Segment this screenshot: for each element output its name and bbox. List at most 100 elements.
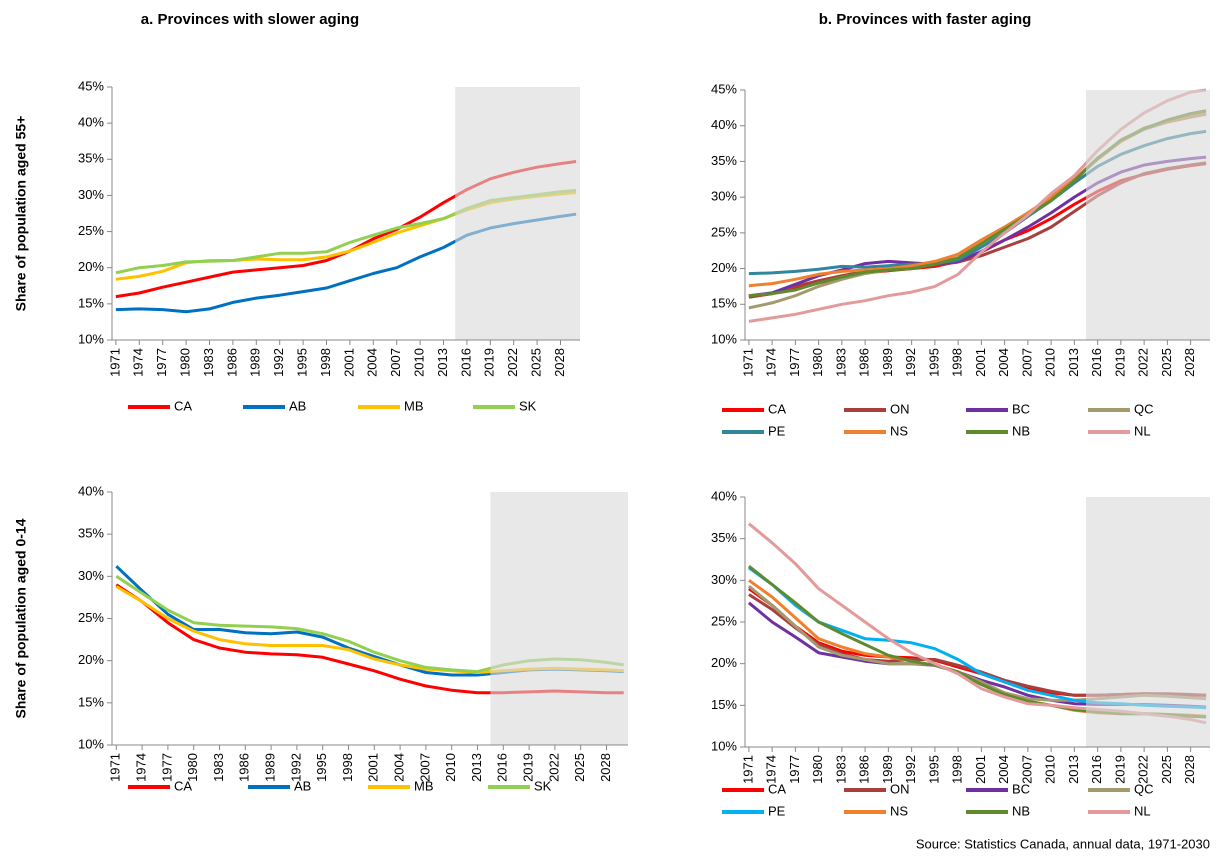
y-tick-label: 10% xyxy=(78,331,104,346)
projection-shade xyxy=(1086,497,1210,747)
x-tick-label: 1989 xyxy=(880,348,895,377)
y-tick-label: 45% xyxy=(78,78,104,93)
x-tick-label: 1980 xyxy=(178,348,193,377)
x-tick-label: 2019 xyxy=(521,753,536,782)
x-tick-label: 2013 xyxy=(1066,348,1081,377)
x-tick-label: 1980 xyxy=(810,755,825,784)
y-tick-label: 10% xyxy=(711,331,737,346)
x-tick-label: 1983 xyxy=(833,755,848,784)
legend-label: MB xyxy=(404,398,424,413)
legend-label: PE xyxy=(768,803,786,818)
x-tick-label: 1998 xyxy=(340,753,355,782)
chart-title: a. Provinces with slower aging xyxy=(141,11,359,28)
x-tick-label: 2013 xyxy=(469,753,484,782)
x-tick-label: 1977 xyxy=(787,755,802,784)
legend-label: QC xyxy=(1134,781,1154,796)
x-tick-label: 2001 xyxy=(973,755,988,784)
y-tick-label: 25% xyxy=(78,223,104,238)
x-tick-label: 2016 xyxy=(458,348,473,377)
x-tick-label: 2028 xyxy=(1182,755,1197,784)
x-tick-label: 1992 xyxy=(903,348,918,377)
legend-label: CA xyxy=(174,778,192,793)
y-tick-label: 40% xyxy=(78,115,104,130)
x-tick-label: 1977 xyxy=(787,348,802,377)
x-tick-label: 1992 xyxy=(903,755,918,784)
legend-label: NS xyxy=(890,423,908,438)
x-tick-label: 1980 xyxy=(810,348,825,377)
x-tick-label: 1974 xyxy=(134,753,149,782)
x-tick-label: 2001 xyxy=(366,753,381,782)
y-tick-label: 20% xyxy=(78,259,104,274)
y-tick-label: 35% xyxy=(78,526,104,541)
x-tick-label: 2007 xyxy=(417,753,432,782)
x-tick-label: 1986 xyxy=(857,348,872,377)
x-tick-label: 2025 xyxy=(572,753,587,782)
y-tick-label: 20% xyxy=(711,655,737,670)
chart-title: b. Provinces with faster aging xyxy=(819,11,1032,28)
legend-label: CA xyxy=(174,398,192,413)
x-tick-label: 1998 xyxy=(950,348,965,377)
x-tick-label: 1977 xyxy=(159,753,174,782)
x-tick-label: 2010 xyxy=(1043,755,1058,784)
y-tick-label: 25% xyxy=(78,610,104,625)
source-note: Source: Statistics Canada, annual data, … xyxy=(916,836,1210,851)
y-tick-label: 35% xyxy=(78,151,104,166)
x-tick-label: 1971 xyxy=(107,348,122,377)
x-tick-label: 2013 xyxy=(1066,755,1081,784)
legend-label: NS xyxy=(890,803,908,818)
y-tick-label: 10% xyxy=(711,738,737,753)
x-tick-label: 2025 xyxy=(1159,348,1174,377)
x-tick-label: 2019 xyxy=(1112,755,1127,784)
x-tick-label: 1986 xyxy=(857,755,872,784)
x-tick-label: 2010 xyxy=(1043,348,1058,377)
x-tick-label: 1998 xyxy=(950,755,965,784)
y-tick-label: 40% xyxy=(78,483,104,498)
legend-label: SK xyxy=(519,398,537,413)
y-tick-label: 25% xyxy=(711,224,737,239)
legend-label: CA xyxy=(768,401,786,416)
x-tick-label: 1980 xyxy=(185,753,200,782)
legend-label: MB xyxy=(414,778,434,793)
y-tick-label: 30% xyxy=(78,187,104,202)
y-tick-label: 10% xyxy=(78,736,104,751)
y-tick-label: 35% xyxy=(711,153,737,168)
legend-label: SK xyxy=(534,778,552,793)
x-tick-label: 1986 xyxy=(237,753,252,782)
y-tick-label: 40% xyxy=(711,488,737,503)
x-tick-label: 1977 xyxy=(154,348,169,377)
x-tick-label: 1983 xyxy=(833,348,848,377)
x-tick-label: 1971 xyxy=(108,753,123,782)
y-tick-label: 40% xyxy=(711,117,737,132)
x-tick-label: 1995 xyxy=(926,348,941,377)
legend-label: ON xyxy=(890,781,910,796)
x-tick-label: 2007 xyxy=(388,348,403,377)
legend-label: BC xyxy=(1012,401,1030,416)
x-tick-label: 1995 xyxy=(295,348,310,377)
x-tick-label: 1989 xyxy=(248,348,263,377)
x-tick-label: 2013 xyxy=(435,348,450,377)
legend-label: PE xyxy=(768,423,786,438)
projection-shade xyxy=(1086,90,1210,340)
legend-label: NB xyxy=(1012,803,1030,818)
y-axis-label: Share of population aged 0-14 xyxy=(13,518,29,718)
y-tick-label: 20% xyxy=(711,260,737,275)
x-tick-label: 2001 xyxy=(973,348,988,377)
y-tick-label: 15% xyxy=(78,694,104,709)
x-tick-label: 2004 xyxy=(996,348,1011,377)
legend-label: NL xyxy=(1134,803,1151,818)
x-tick-label: 1998 xyxy=(318,348,333,377)
x-tick-label: 1974 xyxy=(764,755,779,784)
legend-label: AB xyxy=(289,398,306,413)
x-tick-label: 1989 xyxy=(880,755,895,784)
x-tick-label: 1983 xyxy=(201,348,216,377)
projection-shade xyxy=(455,87,580,340)
x-tick-label: 1995 xyxy=(314,753,329,782)
x-tick-label: 2010 xyxy=(443,753,458,782)
legend-label: CA xyxy=(768,781,786,796)
x-tick-label: 2028 xyxy=(1182,348,1197,377)
x-tick-label: 2001 xyxy=(341,348,356,377)
x-tick-label: 2025 xyxy=(1159,755,1174,784)
x-tick-label: 1989 xyxy=(263,753,278,782)
x-tick-label: 1995 xyxy=(926,755,941,784)
x-tick-label: 2019 xyxy=(482,348,497,377)
